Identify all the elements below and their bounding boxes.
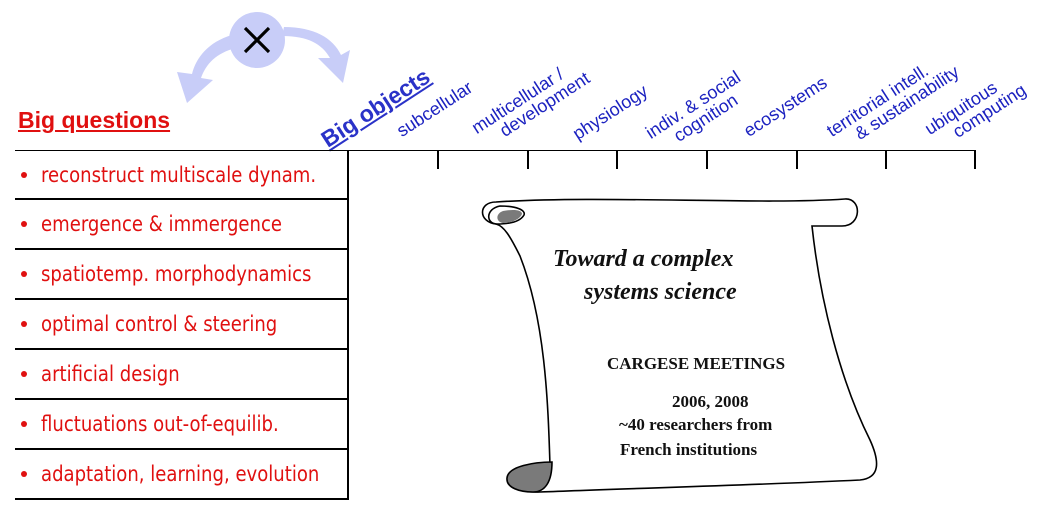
column-tick xyxy=(885,150,887,169)
column-tick xyxy=(974,150,976,169)
column-tick xyxy=(527,150,529,169)
arrow-left-body xyxy=(177,35,236,103)
scroll-institutions: French institutions xyxy=(620,440,758,459)
scroll-years: 2006, 2008 xyxy=(672,392,749,411)
scroll-body xyxy=(481,198,878,493)
big-question-text: optimal control & steering xyxy=(41,312,278,336)
big-question-row: reconstruct multiscale dynam. xyxy=(15,150,347,200)
scroll-top-curl-shade xyxy=(497,210,522,223)
bullet-icon xyxy=(21,171,27,178)
column-tick xyxy=(706,150,708,169)
big-question-text: fluctuations out-of-equilib. xyxy=(41,412,279,436)
scroll-title-line1: Toward a complex xyxy=(553,246,734,272)
scroll-bottom-curl xyxy=(506,461,553,493)
big-question-text: reconstruct multiscale dynam. xyxy=(41,162,317,187)
big-question-text: artificial design xyxy=(41,362,180,386)
cross-icon xyxy=(243,26,271,54)
big-question-row: fluctuations out-of-equilib. xyxy=(15,400,347,450)
scroll-title-line2: systems science xyxy=(584,279,737,305)
big-question-text: spatiotemp. morphodynamics xyxy=(41,262,312,286)
arrow-right-body xyxy=(282,27,350,83)
bullet-icon xyxy=(21,421,27,427)
column-tick xyxy=(437,150,439,169)
big-question-row: optimal control & steering xyxy=(15,300,347,350)
big-question-row: emergence & immergence xyxy=(15,200,347,250)
big-question-row: artificial design xyxy=(15,350,347,400)
scroll-researchers: ~40 researchers from xyxy=(619,415,773,434)
scroll-parchment xyxy=(481,198,878,493)
grid-top-rule xyxy=(347,150,975,151)
grid-left-rule xyxy=(347,150,349,500)
big-question-row: spatiotemp. morphodynamics xyxy=(15,250,347,300)
big-question-row: adaptation, learning, evolution xyxy=(15,450,347,500)
big-question-text: adaptation, learning, evolution xyxy=(41,462,320,486)
bullet-icon xyxy=(21,471,27,477)
bullet-icon xyxy=(21,321,27,327)
bullet-icon xyxy=(21,371,27,377)
bullet-icon xyxy=(21,271,27,277)
bullet-icon xyxy=(21,221,27,227)
column-tick xyxy=(616,150,618,169)
scroll-meetings-label: CARGESE MEETINGS xyxy=(607,354,786,373)
big-questions-heading: Big questions xyxy=(18,107,171,133)
big-questions-list: reconstruct multiscale dynam. emergence &… xyxy=(15,150,347,500)
big-question-text: emergence & immergence xyxy=(41,212,283,236)
column-tick xyxy=(796,150,798,169)
